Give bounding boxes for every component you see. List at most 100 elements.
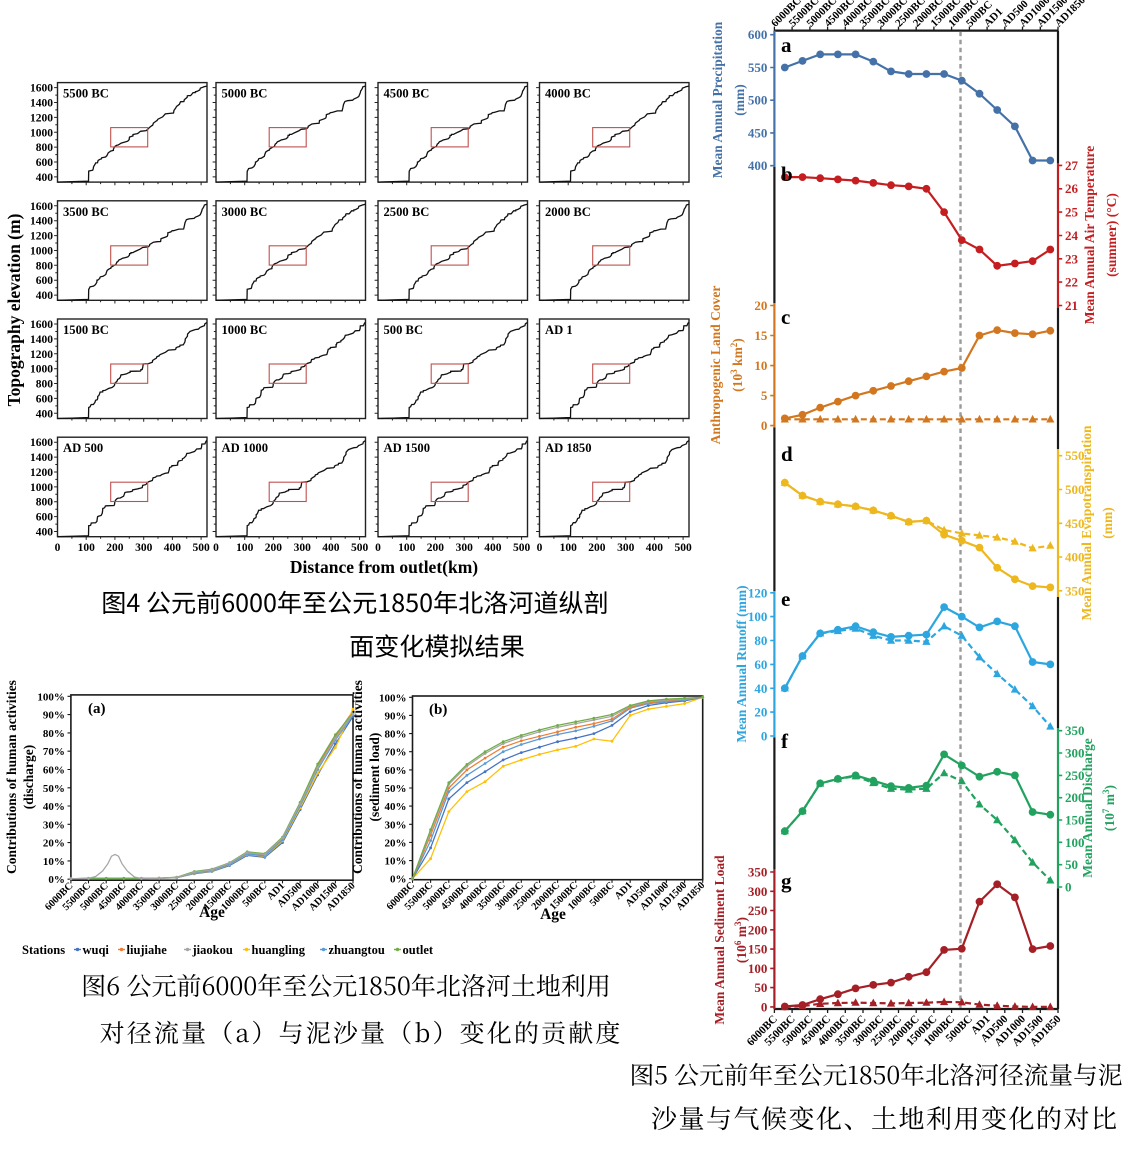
svg-text:600: 600 <box>36 512 54 524</box>
svg-text:Mean Annual Evapotranspiration: Mean Annual Evapotranspiration <box>1079 425 1094 621</box>
svg-text:100: 100 <box>78 542 96 554</box>
svg-text:100: 100 <box>748 609 768 624</box>
svg-text:1600: 1600 <box>30 319 53 331</box>
svg-text:100%: 100% <box>37 691 65 703</box>
svg-text:26: 26 <box>1065 181 1079 196</box>
svg-text:300: 300 <box>1065 746 1085 761</box>
svg-text:wuqi: wuqi <box>83 943 110 957</box>
svg-text:0: 0 <box>1065 880 1072 895</box>
svg-text:15: 15 <box>754 328 768 343</box>
svg-text:1000: 1000 <box>30 482 53 494</box>
svg-text:1000 BC: 1000 BC <box>222 323 268 337</box>
svg-text:Mean Annual Runoff (mm): Mean Annual Runoff (mm) <box>734 585 749 742</box>
svg-text:250: 250 <box>1065 768 1085 783</box>
svg-text:500 BC: 500 BC <box>384 323 424 337</box>
svg-text:1600: 1600 <box>30 201 53 213</box>
svg-text:60: 60 <box>754 657 767 672</box>
svg-text:600: 600 <box>748 27 768 42</box>
svg-text:Contributions of human activit: Contributions of human activities <box>4 680 19 874</box>
svg-text:450: 450 <box>1065 516 1085 531</box>
svg-text:1200: 1200 <box>30 112 53 124</box>
svg-text:(discharge): (discharge) <box>21 745 36 810</box>
svg-text:400: 400 <box>164 542 182 554</box>
svg-text:d: d <box>781 442 793 466</box>
svg-text:400: 400 <box>36 527 54 539</box>
svg-text:Mean Annual Discharge: Mean Annual Discharge <box>1080 738 1095 878</box>
svg-text:3000 BC: 3000 BC <box>222 205 268 219</box>
svg-text:400: 400 <box>322 542 340 554</box>
svg-text:0: 0 <box>537 542 543 554</box>
svg-text:200: 200 <box>588 542 606 554</box>
svg-text:e: e <box>781 587 790 611</box>
svg-text:150: 150 <box>748 942 768 957</box>
svg-text:(107 m3): (107 m3) <box>1101 785 1117 831</box>
svg-text:120: 120 <box>748 585 768 600</box>
svg-text:(103 km2): (103 km2) <box>729 338 745 392</box>
svg-text:jiaokou: jiaokou <box>192 943 233 957</box>
svg-text:600: 600 <box>36 157 54 169</box>
svg-text:90%: 90% <box>43 710 65 722</box>
svg-text:800: 800 <box>36 142 54 154</box>
svg-text:70%: 70% <box>385 747 407 759</box>
svg-text:1600: 1600 <box>30 83 53 95</box>
svg-text:AD 1: AD 1 <box>545 323 573 337</box>
svg-text:1000: 1000 <box>30 364 53 376</box>
svg-text:600: 600 <box>36 393 54 405</box>
svg-text:350: 350 <box>1065 723 1085 738</box>
svg-text:0: 0 <box>375 542 381 554</box>
svg-text:10: 10 <box>754 358 767 373</box>
svg-text:Mean Annual Air Temperature: Mean Annual Air Temperature <box>1082 146 1097 324</box>
svg-text:80%: 80% <box>43 728 65 740</box>
svg-text:5: 5 <box>761 388 768 403</box>
svg-text:60%: 60% <box>385 765 407 777</box>
svg-text:350: 350 <box>748 865 768 880</box>
svg-text:(mm): (mm) <box>732 84 747 115</box>
svg-text:800: 800 <box>36 379 54 391</box>
svg-text:2000 BC: 2000 BC <box>545 205 591 219</box>
svg-text:5500 BC: 5500 BC <box>63 87 109 101</box>
svg-text:550: 550 <box>1065 448 1085 463</box>
svg-text:Contributions of human activit: Contributions of human activities <box>350 680 365 874</box>
svg-text:1200: 1200 <box>30 231 53 243</box>
svg-text:10%: 10% <box>43 856 65 868</box>
svg-text:300: 300 <box>748 884 768 899</box>
svg-text:30%: 30% <box>385 819 407 831</box>
svg-text:5000 BC: 5000 BC <box>222 87 268 101</box>
svg-text:200: 200 <box>748 922 768 937</box>
svg-text:90%: 90% <box>385 710 407 722</box>
svg-text:Topography elevation (m): Topography elevation (m) <box>4 213 24 406</box>
svg-text:(b): (b) <box>429 702 447 718</box>
svg-text:50%: 50% <box>43 783 65 795</box>
svg-text:400: 400 <box>36 290 54 302</box>
svg-text:1000: 1000 <box>30 246 53 258</box>
svg-text:200: 200 <box>427 542 445 554</box>
svg-text:500: 500 <box>192 542 210 554</box>
svg-text:50: 50 <box>1065 857 1078 872</box>
svg-text:800: 800 <box>36 497 54 509</box>
svg-text:AD 1850: AD 1850 <box>545 441 592 455</box>
svg-text:22: 22 <box>1065 275 1078 290</box>
svg-text:c: c <box>781 305 790 329</box>
svg-text:10%: 10% <box>385 856 407 868</box>
svg-text:150: 150 <box>1065 813 1085 828</box>
svg-text:AD 1500: AD 1500 <box>384 441 431 455</box>
svg-text:0: 0 <box>761 999 768 1014</box>
svg-text:Age: Age <box>199 904 225 921</box>
svg-text:21: 21 <box>1065 298 1078 313</box>
svg-text:450: 450 <box>748 125 768 140</box>
svg-text:70%: 70% <box>43 746 65 758</box>
svg-text:100%: 100% <box>379 692 407 704</box>
svg-text:800: 800 <box>36 260 54 272</box>
svg-text:(106 m3): (106 m3) <box>733 917 749 963</box>
svg-text:27: 27 <box>1065 158 1079 173</box>
svg-text:0: 0 <box>761 418 768 433</box>
svg-text:200: 200 <box>265 542 283 554</box>
svg-text:500: 500 <box>1065 482 1085 497</box>
svg-text:600: 600 <box>36 275 54 287</box>
svg-text:1400: 1400 <box>30 334 53 346</box>
svg-text:200: 200 <box>1065 790 1085 805</box>
svg-text:(sediment load): (sediment load) <box>367 733 382 822</box>
svg-text:40%: 40% <box>385 801 407 813</box>
svg-text:550: 550 <box>748 60 768 75</box>
svg-text:1200: 1200 <box>30 349 53 361</box>
